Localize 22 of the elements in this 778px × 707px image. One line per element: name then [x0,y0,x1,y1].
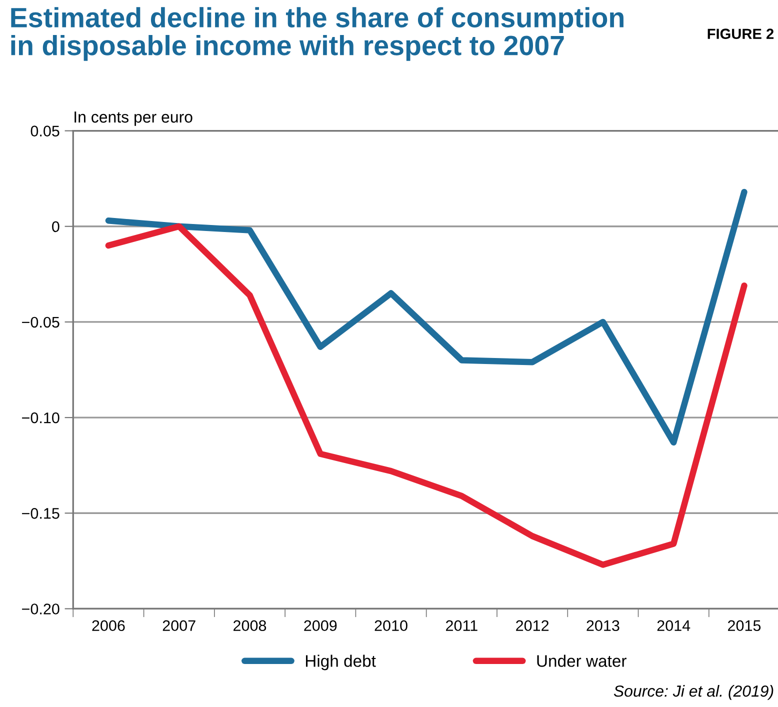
x-tick-label: 2013 [586,620,620,632]
y-tick-label: 0 [52,221,60,232]
chart-title: Estimated decline in the share of consumption in disposable income with respect to 2007 [11,7,624,61]
x-tick-label: 2008 [234,620,266,632]
legend-label: Under water [537,654,626,667]
legend-label: High debt [306,654,376,670]
x-tick-label: 2011 [446,620,478,632]
y-tick-label: −0.05 [22,316,60,328]
x-tick-label: 2009 [304,620,337,632]
source-note: Source: Ji et al. (2019) [614,685,774,700]
y-tick-label: −0.15 [22,508,60,519]
x-tick-label: 2006 [92,620,125,632]
x-tick-label: 2007 [162,620,196,632]
x-tick-label: 2010 [374,620,408,632]
caption: FIGURE 2 [708,28,774,39]
y-tick-label: 0.05 [30,126,60,136]
x-tick-label: 2015 [728,620,761,632]
y-tick-label: −0.10 [22,412,60,424]
x-tick-label: 2012 [516,620,549,632]
x-tick-label: 2014 [657,620,690,632]
y-axis-title: In cents per euro [74,112,192,126]
y-tick-label: −0.20 [22,604,60,614]
